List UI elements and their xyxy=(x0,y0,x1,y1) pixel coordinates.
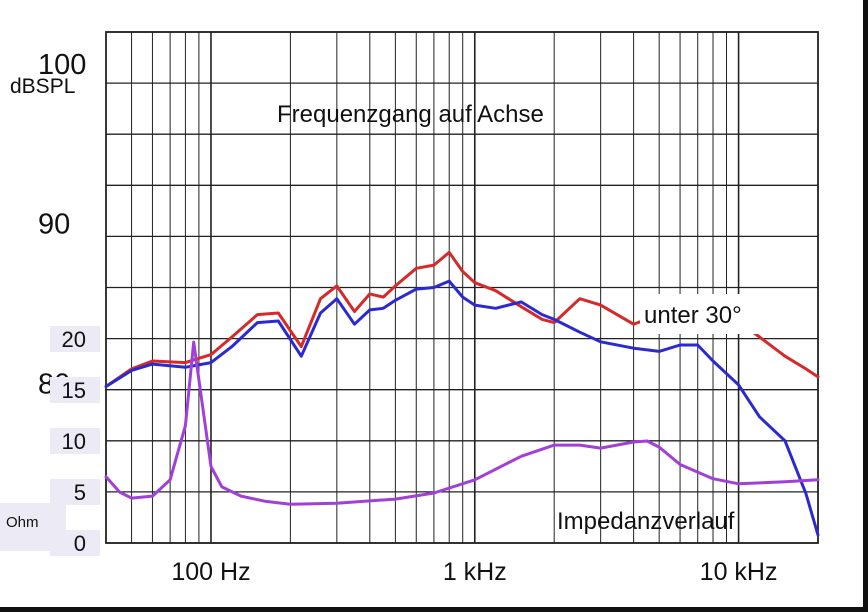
ohm-tick-label: 5 xyxy=(74,480,86,505)
unter-30-label-backdrop xyxy=(640,294,816,334)
ohm-tick-backdrop xyxy=(50,530,100,556)
ohm-tick-backdrop xyxy=(50,428,100,454)
spl-tick-label: 90 xyxy=(38,209,70,241)
series-line-unter-30 xyxy=(104,279,820,537)
ohm-tick-label: 0 xyxy=(74,531,86,556)
ohm-tick-label: 10 xyxy=(62,429,86,454)
labels-group: dBSPL Frequenzgang auf Achse Impedanzver… xyxy=(0,49,816,586)
x-tick-label: 100 Hz xyxy=(171,558,250,586)
ohm-tick-backdrop xyxy=(50,479,100,505)
ohm-tick-backdrop xyxy=(50,377,100,403)
ohm-tick-backdrop xyxy=(50,326,100,352)
spl-unit-label: dBSPL xyxy=(10,75,75,98)
spl-tick-label: 100 xyxy=(38,49,86,81)
ohm-tick-label: 20 xyxy=(62,327,86,352)
series-line-impedanzverlauf xyxy=(104,340,820,506)
x-tick-label: 10 kHz xyxy=(700,558,778,586)
ohm-tick-label: 15 xyxy=(62,378,86,403)
grid xyxy=(105,31,819,544)
ohm-unit-label: Ohm xyxy=(6,514,39,531)
annotation-impedance: Impedanzverlauf xyxy=(557,508,735,535)
annotation-30-degree: unter 30° xyxy=(644,302,742,329)
x-tick-label: 1 kHz xyxy=(443,558,507,586)
annotation-on-axis: Frequenzgang auf Achse xyxy=(277,101,544,128)
plot-frame xyxy=(105,31,819,544)
